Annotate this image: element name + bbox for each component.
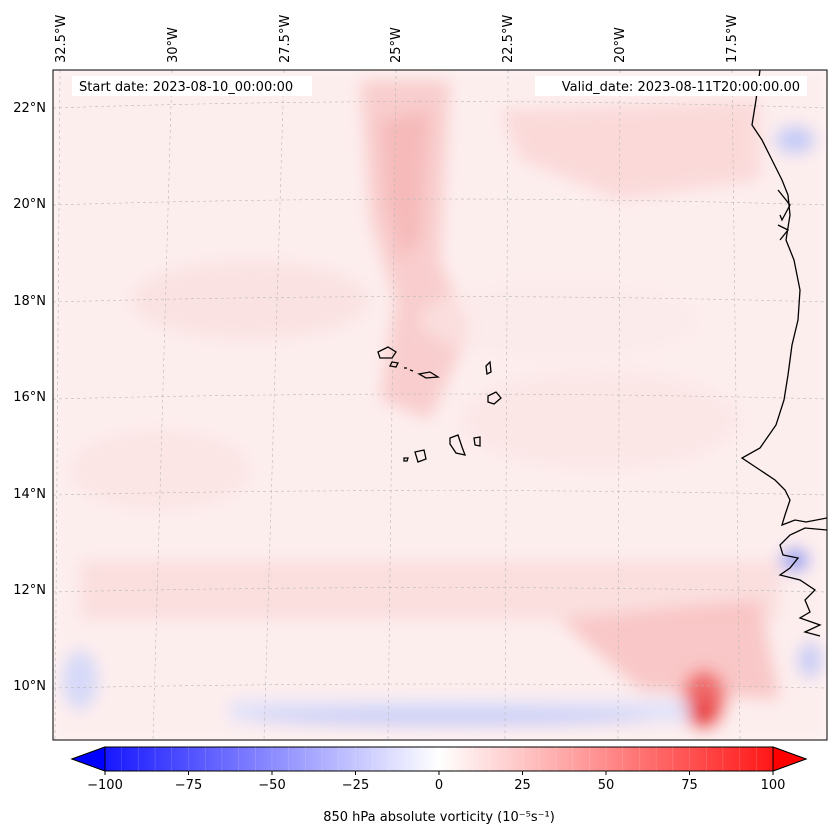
colorbar-tick-label: −50 [258,778,285,793]
lat-label: 14°N [13,487,46,502]
cape-verde-santiago [449,434,467,456]
lat-label: 18°N [13,294,46,309]
lat-label: 20°N [13,197,46,212]
lat-label: 12°N [13,583,46,598]
colorbar-tick-label: 50 [598,778,615,793]
colorbar-tick-label: 25 [514,778,531,793]
lat-label: 16°N [13,390,46,405]
cape-verde-santo-antao [377,346,397,359]
colorbar-label: 850 hPa absolute vorticity (10⁻⁵s⁻¹) [323,810,555,825]
lon-label: 17.5°W [725,15,740,63]
graticule [53,70,827,740]
lon-label: 22.5°W [501,15,516,63]
coastlines [377,70,827,637]
cape-verde-maio [473,436,481,447]
valid-date-text: Valid_date: 2023-08-11T20:00:00.00 [562,80,800,95]
valid-date-box [535,76,807,96]
cape-verde-sao-vicente [389,361,399,368]
lat-label: 10°N [13,679,46,694]
colorbar-tick-label: −75 [175,778,202,793]
vorticity-shading [53,70,827,740]
cape-verde-sal [485,360,492,375]
map-panel: Start date: 2023-08-10_00:00:00 Valid_da… [13,15,828,741]
latitude-labels: 22°N 20°N 18°N 16°N 14°N 12°N 10°N [13,101,46,694]
colorbar-tick-label: 100 [761,778,786,793]
start-date-box [72,76,312,96]
cape-verde-sao-nicolau [417,371,441,379]
lon-label: 30°W [166,27,181,63]
lon-label: 32.5°W [54,15,69,63]
colorbar-tick-label: 0 [435,778,443,793]
colorbar-tick-label: −100 [87,778,123,793]
cape-verde-brava [403,457,409,462]
africa-coastline [740,70,827,527]
lon-label: 27.5°W [278,15,293,63]
colorbar-tick-label: −25 [342,778,369,793]
vorticity-field [53,70,827,740]
colorbar-tick-label: 75 [681,778,698,793]
colorbar: −100 −75 −50 −25 0 25 50 75 100 850 hPa absolute… [70,746,808,825]
cape-verde-boa-vista [487,391,502,405]
lat-label: 22°N [13,101,46,116]
colorbar-high-extend [772,746,808,772]
start-date-text: Start date: 2023-08-10_00:00:00 [79,80,293,95]
colorbar-low-extend [70,746,106,772]
cape-verde-fogo [414,449,427,463]
lon-label: 25°W [389,27,404,63]
map-frame [52,69,828,741]
lon-label: 20°W [613,27,628,63]
longitude-labels: 32.5°W 30°W 27.5°W 25°W 22.5°W 20°W 17.5… [54,15,740,63]
colorbar-ticks: −100 −75 −50 −25 0 25 50 75 100 [87,747,785,793]
senegal-gambia-coast [778,527,827,637]
